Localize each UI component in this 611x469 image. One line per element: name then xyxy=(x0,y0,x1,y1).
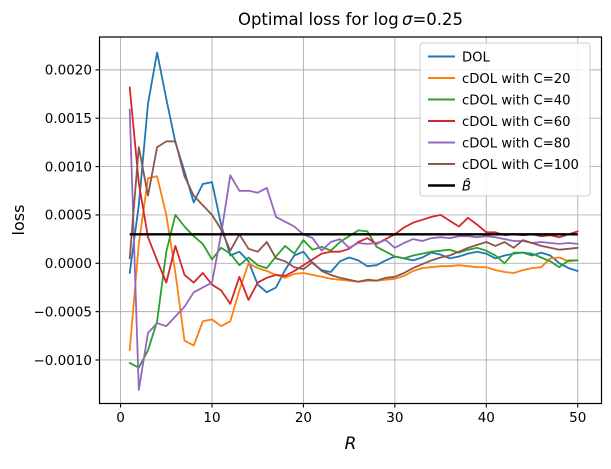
y-tick-label: −0.0010 xyxy=(33,353,92,369)
y-tick-label: 0.0010 xyxy=(45,159,92,175)
y-tick-label: 0.0005 xyxy=(45,208,92,224)
legend: DOL cDOL with C=20 cDOL with C=40 cDOL with… xyxy=(419,42,591,197)
x-tick-label: 20 xyxy=(295,410,312,426)
y-tick-label: −0.0005 xyxy=(33,304,92,320)
legend-label: DOL xyxy=(462,50,491,65)
series-cdol-with-c-100 xyxy=(128,140,579,283)
y-tick-label: 0.0000 xyxy=(45,256,92,272)
data-series xyxy=(128,51,579,391)
chart-title: Optimal loss for log σ=0.25 xyxy=(238,10,463,29)
x-tick-label: 0 xyxy=(116,410,125,426)
legend-label: B̂ xyxy=(462,178,471,194)
series-dol xyxy=(128,51,579,294)
legend-label: cDOL with C=100 xyxy=(462,158,579,173)
x-tick-label: 10 xyxy=(203,410,220,426)
legend-box xyxy=(419,42,591,197)
plot-border xyxy=(98,36,603,405)
legend-label: cDOL with C=60 xyxy=(462,115,571,130)
x-tick-label: 50 xyxy=(569,410,586,426)
x-axis-label: R xyxy=(345,434,357,454)
y-axis-label: loss xyxy=(9,205,28,236)
x-tick-label: 30 xyxy=(386,410,403,426)
y-tick-label: 0.0015 xyxy=(45,111,92,127)
y-tick-label: 0.0020 xyxy=(45,63,92,79)
series-cdol-with-c-80 xyxy=(128,108,579,391)
legend-label: cDOL with C=80 xyxy=(462,136,571,151)
legend-label: cDOL with C=40 xyxy=(462,93,571,108)
legend-label: cDOL with C=20 xyxy=(462,72,571,87)
axis-ticks: 0 10 20 30 40 50 0.0020 0.0015 0.0010 0.0005 0.000… xyxy=(33,63,586,426)
x-tick-label: 40 xyxy=(478,410,495,426)
